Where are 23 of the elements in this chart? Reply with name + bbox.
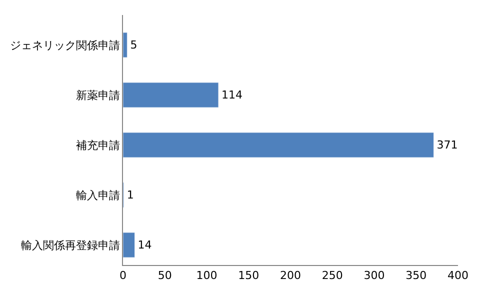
- x-tick-label: 0: [120, 269, 126, 282]
- y-tick-label: 輸入申請: [76, 188, 120, 202]
- data-label: 5: [130, 38, 138, 52]
- data-label: 14: [138, 238, 152, 252]
- y-tick-label: ジェネリック関係申請: [10, 38, 120, 52]
- y-tick-label: 新薬申請: [76, 88, 120, 102]
- x-tick-label: 150: [238, 269, 260, 282]
- x-tick-label: 300: [364, 269, 385, 282]
- data-label: 114: [221, 88, 242, 102]
- x-tick-label: 200: [280, 269, 301, 282]
- data-label: 371: [436, 138, 458, 152]
- x-tick-label: 400: [448, 269, 468, 282]
- bar: [123, 32, 128, 58]
- y-tick-label: 補充申請: [76, 138, 120, 152]
- bar: [123, 82, 219, 108]
- x-tick-label: 100: [196, 269, 218, 282]
- bar: [123, 232, 135, 258]
- data-label: 1: [126, 188, 134, 202]
- x-tick-label: 50: [158, 269, 172, 282]
- x-tick-label: 250: [322, 269, 343, 282]
- x-tick-label: 350: [406, 269, 427, 282]
- y-tick-label: 輸入関係再登録申請: [20, 238, 120, 252]
- bar: [123, 132, 434, 158]
